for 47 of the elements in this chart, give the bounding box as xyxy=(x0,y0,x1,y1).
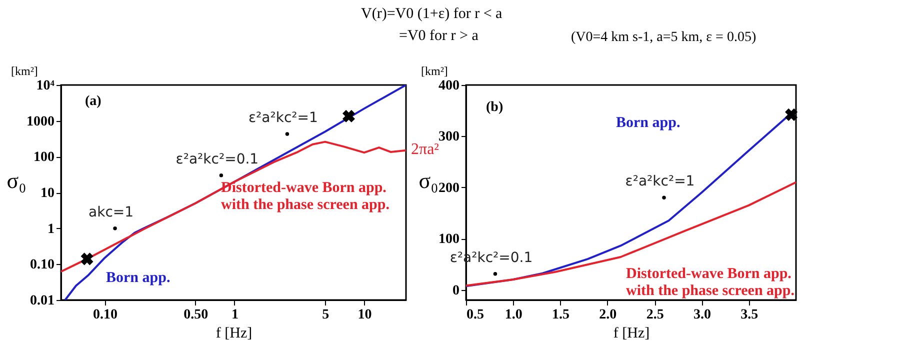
y-tick-label: 100 xyxy=(34,150,54,166)
x-tick-label: 2.5 xyxy=(646,308,664,322)
y-tick-label: 1 xyxy=(48,222,54,237)
x-tick-label: 0.50 xyxy=(184,308,208,322)
text: [km²] xyxy=(11,64,38,78)
text: (V0=4 km s-1, a=5 km, ε = 0.05) xyxy=(571,30,756,45)
y-tick-label: 0 xyxy=(452,283,460,298)
point xyxy=(785,108,798,121)
x-tick-label: 3.0 xyxy=(693,308,711,322)
y-tick-label: 10 xyxy=(40,186,54,201)
y-tick-label: 0.01 xyxy=(30,294,54,308)
x-axis-title: f [Hz] xyxy=(216,326,252,342)
y-tick-label: 1000 xyxy=(26,114,54,130)
series-label: Born app. xyxy=(106,270,170,286)
text: [km²] xyxy=(421,64,448,78)
annotation: (a) xyxy=(85,94,102,109)
annotation: ε²a²kc²=0.1 xyxy=(176,151,259,168)
series-label: Distorted-wave Born app. with the phase screen app. xyxy=(221,180,390,213)
text: V(r)=V0 (1+ε) for r < a xyxy=(361,6,503,22)
point xyxy=(493,272,498,276)
y-tick-label: 100 xyxy=(438,232,460,248)
text: 2πa² xyxy=(411,141,440,158)
y-tick-label: 0.10 xyxy=(30,258,54,273)
y-tick-label: 10⁴ xyxy=(36,78,56,94)
x-tick-label: 0.5 xyxy=(466,308,484,322)
y-axis-title: σ₀ xyxy=(6,168,26,193)
point xyxy=(662,196,666,200)
text: =V0 for r > a xyxy=(399,28,479,44)
x-tick-label: 1.5 xyxy=(552,308,570,322)
x-tick-label: 3.5 xyxy=(740,308,758,322)
y-tick-label: 300 xyxy=(438,130,460,145)
annotation: ε²a²kc²=1 xyxy=(248,110,318,126)
x-tick-label: 2.0 xyxy=(599,308,617,322)
y-axis-title: σ₀ xyxy=(418,168,438,193)
x-tick-label: 10 xyxy=(358,308,372,322)
series-label: Distorted-wave Born app. with the phase screen app. xyxy=(626,266,795,299)
annotation: ε²a²kc²=1 xyxy=(625,174,695,190)
y-tick-label: 200 xyxy=(438,180,460,196)
text: Born app. xyxy=(616,115,680,131)
x-tick-label: 1 xyxy=(231,308,238,322)
x-tick-label: 5 xyxy=(322,308,330,322)
annotation: akc=1 xyxy=(88,204,134,220)
annotation: (b) xyxy=(486,100,504,115)
x-axis-title: f [Hz] xyxy=(613,326,650,342)
x-tick-label: 1.0 xyxy=(504,308,522,322)
y-tick-label: 400 xyxy=(438,78,460,94)
x-tick-label: 0.10 xyxy=(93,308,118,322)
